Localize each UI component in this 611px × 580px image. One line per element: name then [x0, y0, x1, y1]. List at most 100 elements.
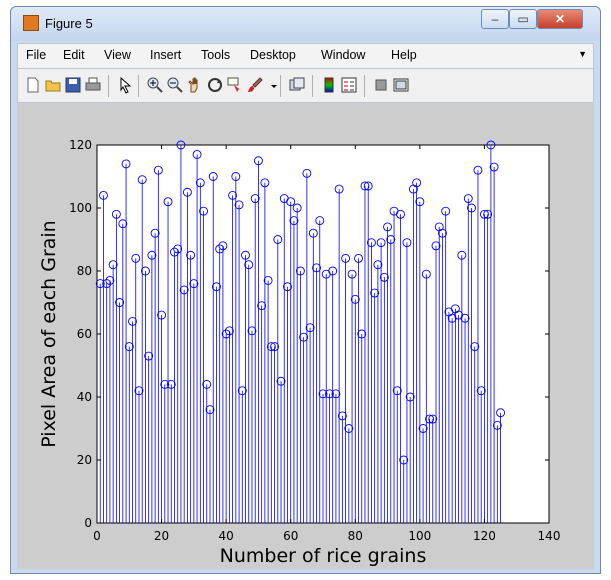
stem-marker	[305, 323, 315, 333]
stem-marker	[221, 329, 231, 339]
link-plot-icon[interactable]	[288, 76, 306, 94]
title-bar[interactable]: Figure 5 – ▭ ✕	[11, 7, 600, 41]
menu-help[interactable]: Help	[391, 48, 417, 62]
stem-marker	[421, 269, 431, 279]
stem-marker	[266, 342, 276, 352]
menu-file[interactable]: File	[26, 48, 47, 62]
stem-marker	[231, 172, 241, 181]
stem-marker	[99, 190, 108, 200]
stem-marker	[308, 228, 318, 238]
stem-marker	[170, 247, 179, 257]
zoom-out-icon[interactable]	[166, 76, 184, 94]
stem-marker	[428, 414, 438, 424]
stem-marker	[244, 260, 254, 270]
pan-hand-icon[interactable]	[186, 76, 204, 94]
zoom-in-icon[interactable]	[146, 76, 164, 94]
stem-marker	[157, 310, 167, 320]
rotate-3d-icon[interactable]	[206, 76, 224, 94]
open-folder-icon[interactable]	[44, 76, 62, 94]
menu-edit[interactable]: Edit	[63, 48, 85, 62]
x-tick-label: 0	[93, 529, 101, 543]
stem-marker	[137, 175, 147, 185]
print-icon[interactable]	[84, 76, 102, 94]
stem-marker	[218, 241, 228, 251]
stem-marker	[337, 411, 347, 421]
stem-marker	[438, 228, 447, 238]
pointer-arrow-icon[interactable]	[116, 76, 134, 94]
stem-marker	[108, 260, 118, 270]
stem-marker	[334, 184, 344, 194]
save-icon[interactable]	[64, 76, 82, 94]
stem-marker	[286, 197, 296, 207]
stem-marker	[147, 250, 157, 260]
stem-marker	[263, 275, 273, 285]
stem-marker	[299, 332, 309, 342]
stem-marker	[153, 165, 163, 175]
show-plot-tools-icon[interactable]	[392, 76, 410, 94]
y-tick-label: 80	[77, 264, 92, 278]
hide-plot-tools-icon[interactable]	[372, 76, 390, 94]
stem-marker	[224, 326, 234, 336]
stem-marker	[228, 190, 238, 200]
stem-marker	[163, 197, 173, 207]
stem-marker	[383, 222, 393, 232]
stem-marker	[418, 424, 428, 433]
stem-marker	[270, 342, 280, 352]
stem-marker	[354, 253, 363, 263]
close-button[interactable]: ✕	[537, 9, 583, 29]
stem-marker	[363, 181, 373, 191]
stem-marker	[357, 329, 367, 339]
data-cursor-icon[interactable]	[226, 76, 244, 94]
stem-marker	[492, 420, 502, 430]
maximize-button[interactable]: ▭	[509, 9, 537, 29]
toolbar-separator	[108, 75, 109, 97]
stem-marker	[460, 313, 470, 323]
stem-marker	[121, 159, 131, 169]
stem-marker	[260, 178, 270, 188]
stem-marker	[412, 178, 422, 188]
stem-marker	[405, 392, 415, 402]
menu-overflow-icon[interactable]: ▼	[578, 49, 587, 59]
stem-marker	[415, 197, 425, 207]
stem-marker	[325, 389, 334, 399]
stem-marker	[489, 162, 499, 172]
x-tick-label: 40	[219, 529, 234, 543]
menu-desktop[interactable]: Desktop	[250, 48, 296, 62]
toolbar-separator	[280, 75, 281, 97]
stem-marker	[124, 342, 134, 352]
stem-marker	[212, 282, 221, 292]
minimize-button[interactable]: –	[481, 9, 509, 29]
stem-marker	[166, 379, 176, 389]
stem-marker	[237, 386, 247, 396]
stem-marker	[140, 266, 150, 276]
stem-marker	[318, 389, 328, 399]
stem-marker	[118, 219, 128, 229]
toolbar-separator	[138, 75, 139, 97]
menu-insert[interactable]: Insert	[150, 48, 182, 62]
colorbar-icon[interactable]	[320, 76, 338, 94]
y-tick-label: 40	[77, 390, 92, 404]
stem-marker	[150, 228, 160, 238]
stem-marker	[315, 216, 325, 226]
stem-marker	[95, 279, 105, 289]
stem-marker	[234, 200, 244, 210]
stem-marker	[186, 250, 196, 260]
stem-marker	[425, 414, 434, 424]
menu-tools[interactable]: Tools	[201, 48, 231, 62]
brush-dropdown-icon[interactable]	[265, 76, 277, 94]
stem-marker	[195, 178, 205, 188]
new-file-icon[interactable]	[24, 76, 42, 94]
matlab-figure-icon	[23, 15, 39, 31]
menu-view[interactable]: View	[104, 48, 131, 62]
menu-window[interactable]: Window	[321, 48, 366, 62]
stem-marker	[486, 140, 496, 150]
stem-marker	[273, 235, 283, 244]
x-tick-label: 80	[348, 529, 363, 543]
stem-marker	[441, 206, 451, 216]
stem-marker	[331, 389, 341, 399]
y-tick-label: 100	[69, 201, 92, 215]
brush-icon[interactable]	[246, 76, 264, 94]
stem-marker	[283, 282, 292, 292]
stem-marker	[192, 150, 202, 159]
legend-icon[interactable]	[340, 76, 358, 94]
